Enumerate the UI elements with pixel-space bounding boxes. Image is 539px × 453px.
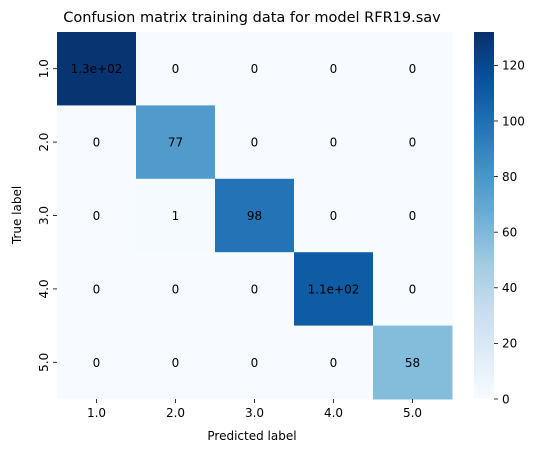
cell-annotation: 0	[172, 356, 180, 370]
heatmap-cell	[294, 32, 374, 106]
cell-annotation: 0	[251, 282, 259, 296]
cell-annotation: 1.3e+02	[71, 62, 123, 76]
heatmap-cell	[57, 105, 137, 180]
colorbar-gradient	[474, 32, 494, 399]
colorbar-tick-label: 60	[502, 225, 517, 239]
colorbar-tick-label: 100	[502, 114, 525, 128]
colorbar-tick-label: 20	[502, 337, 517, 351]
cell-annotation: 58	[405, 356, 420, 370]
x-tick-label: 2.0	[166, 406, 185, 420]
y-axis: 1.0 2.0 3.0 4.0 5.0	[37, 59, 57, 372]
cell-annotation: 1	[172, 209, 180, 223]
y-axis-label: True label	[10, 186, 24, 245]
cell-annotations: 1.3e+02 0 0 0 0 0 77 0 0 0 0 1 98 0 0 0 0 0 1.1e+02 0 0 0 0 0 58	[71, 62, 421, 370]
x-tick-label: 3.0	[245, 406, 264, 420]
heatmap-cell	[215, 252, 295, 327]
heatmap-cell	[215, 178, 295, 253]
heatmap-cell	[294, 252, 374, 327]
cell-annotation: 0	[172, 62, 180, 76]
heatmap-cell	[57, 178, 137, 253]
cell-annotation: 0	[93, 282, 101, 296]
cell-annotation: 77	[168, 136, 183, 150]
heatmap-cell	[57, 252, 137, 327]
cell-annotation: 0	[93, 136, 101, 150]
heatmap-cell	[136, 252, 216, 327]
heatmap-cell	[373, 252, 453, 327]
heatmap-cell	[373, 325, 453, 400]
heatmap-cell	[136, 325, 216, 400]
cell-annotation: 1.1e+02	[308, 282, 360, 296]
cell-annotation: 0	[330, 209, 338, 223]
cell-annotation: 0	[409, 62, 417, 76]
cell-annotation: 0	[172, 282, 180, 296]
y-tick-label: 2.0	[37, 133, 51, 152]
y-tick-label: 3.0	[37, 206, 51, 225]
heatmap-cell	[215, 32, 295, 106]
x-axis-label: Predicted label	[207, 429, 296, 443]
x-tick-label: 1.0	[87, 406, 106, 420]
y-tick-label: 1.0	[37, 59, 51, 78]
x-tick-label: 4.0	[324, 406, 343, 420]
colorbar-tick-label: 40	[502, 281, 517, 295]
heatmap-cell	[57, 32, 137, 106]
y-tick-label: 5.0	[37, 353, 51, 372]
colorbar-tick-label: 80	[502, 170, 517, 184]
heatmap-cell	[215, 105, 295, 180]
cell-annotation: 0	[330, 62, 338, 76]
heatmap-cell	[294, 178, 374, 253]
x-tick-label: 5.0	[403, 406, 422, 420]
cell-annotation: 0	[409, 282, 417, 296]
cell-annotation: 0	[93, 209, 101, 223]
cell-annotation: 0	[251, 136, 259, 150]
heatmap-cell	[373, 178, 453, 253]
cell-annotation: 0	[330, 356, 338, 370]
colorbar-tick-label: 120	[502, 59, 525, 73]
cell-annotation: 0	[330, 136, 338, 150]
heatmap-cell	[136, 32, 216, 106]
cell-annotation: 98	[247, 209, 262, 223]
heatmap-cell	[294, 325, 374, 400]
y-tick-label: 4.0	[37, 279, 51, 298]
heatmap-cell	[294, 105, 374, 180]
colorbar-tick-label: 0	[502, 392, 510, 406]
x-axis: 1.0 2.0 3.0 4.0 5.0	[87, 399, 422, 420]
heatmap-cell	[215, 325, 295, 400]
cell-annotation: 0	[409, 136, 417, 150]
heatmap-cell	[57, 325, 137, 400]
cell-annotation: 0	[409, 209, 417, 223]
cell-annotation: 0	[251, 356, 259, 370]
heatmap-cell	[373, 105, 453, 180]
chart-title: Confusion matrix training data for model…	[63, 10, 441, 26]
colorbar: 0 20 40 60 80 100 120	[474, 32, 525, 406]
cell-annotation: 0	[93, 356, 101, 370]
heatmap-cell	[373, 32, 453, 106]
heatmap-cell	[136, 105, 216, 180]
cell-annotation: 0	[251, 62, 259, 76]
heatmap-cells	[57, 32, 453, 400]
heatmap-cell	[136, 178, 216, 253]
